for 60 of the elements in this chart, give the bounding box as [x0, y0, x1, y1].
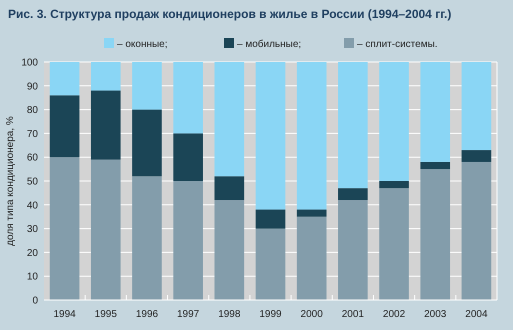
y-tick-label: 20 — [26, 248, 38, 259]
bar — [90, 62, 121, 91]
y-tick-label: 0 — [32, 296, 38, 306]
x-tick-label: 1996 — [136, 309, 159, 320]
bar — [90, 90, 121, 160]
x-tick-label: 1994 — [53, 309, 76, 320]
bar — [132, 62, 162, 110]
bar — [173, 181, 203, 300]
bar — [462, 162, 492, 300]
bar — [256, 228, 286, 300]
x-tick-label: 2001 — [342, 309, 364, 320]
x-tick-label: 1998 — [218, 309, 241, 320]
x-tick-label: 1995 — [94, 309, 118, 320]
bar — [296, 62, 327, 210]
chart-title: Рис. 3. Структура продаж кондиционеров в жилье в России (1994–2004 гг.) — [8, 7, 452, 21]
x-tick-label: 2000 — [300, 309, 324, 320]
bar — [379, 188, 409, 300]
bar — [173, 62, 203, 134]
bar — [338, 62, 368, 188]
y-tick-label: 70 — [26, 128, 38, 140]
bar — [50, 95, 80, 158]
bar — [132, 176, 162, 300]
bar — [338, 188, 368, 200]
bar — [173, 133, 203, 181]
y-tick-label: 60 — [26, 152, 38, 164]
x-tick-label: 1999 — [259, 309, 282, 320]
y-tick-label: 90 — [26, 81, 38, 92]
bar — [379, 181, 409, 188]
legend-label: – оконные; — [117, 39, 168, 50]
bar — [462, 150, 492, 162]
y-tick-label: 100 — [21, 58, 38, 68]
bar — [214, 176, 244, 200]
bar — [214, 62, 244, 176]
y-axis-title: доля типа кондиционера, % — [5, 116, 16, 246]
y-tick-label: 10 — [26, 272, 38, 283]
y-tick-label: 40 — [26, 200, 38, 212]
bar — [50, 157, 80, 300]
bar — [256, 62, 286, 210]
bar — [296, 216, 327, 300]
bar — [420, 162, 450, 170]
legend-label: – сплит-системы. — [357, 39, 438, 50]
x-tick-label: 2004 — [465, 309, 488, 320]
x-tick-label: 1997 — [177, 309, 200, 320]
bar — [420, 62, 450, 162]
x-tick-label: 2003 — [424, 309, 447, 320]
y-tick-label: 30 — [26, 224, 38, 236]
bar — [338, 200, 368, 300]
y-tick-label: 80 — [26, 105, 38, 116]
bar — [90, 160, 121, 300]
bar — [256, 210, 286, 229]
bar — [296, 210, 327, 217]
bar — [420, 169, 450, 300]
bar — [379, 62, 409, 181]
bar — [50, 62, 80, 96]
y-tick-label: 50 — [26, 176, 38, 188]
bar — [214, 200, 244, 300]
bar — [132, 110, 162, 176]
legend-label: – мобильные; — [237, 39, 302, 50]
bar — [462, 62, 492, 150]
x-tick-label: 2002 — [382, 309, 406, 320]
